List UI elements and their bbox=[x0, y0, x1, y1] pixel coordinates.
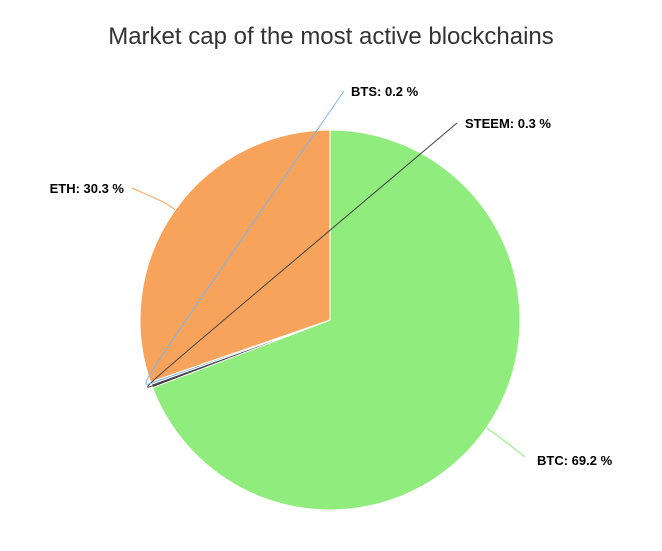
connector-bts bbox=[145, 90, 345, 385]
data-label-bts: BTS: 0.2 % bbox=[351, 84, 419, 99]
connector-btc bbox=[486, 427, 526, 458]
connector-eth bbox=[131, 187, 176, 211]
data-label-eth: ETH: 30.3 % bbox=[50, 181, 125, 196]
connector-steem bbox=[147, 122, 458, 388]
data-label-steem: STEEM: 0.3 % bbox=[465, 116, 551, 131]
data-label-btc: BTC: 69.2 % bbox=[537, 453, 613, 468]
pie-labels: BTC: 69.2 % STEEM: 0.3 % BTS: 0.2 % ETH: 30… bbox=[50, 84, 613, 468]
chart-title: Market cap of the most active blockchain… bbox=[108, 23, 554, 50]
pie-slices bbox=[139, 129, 521, 511]
